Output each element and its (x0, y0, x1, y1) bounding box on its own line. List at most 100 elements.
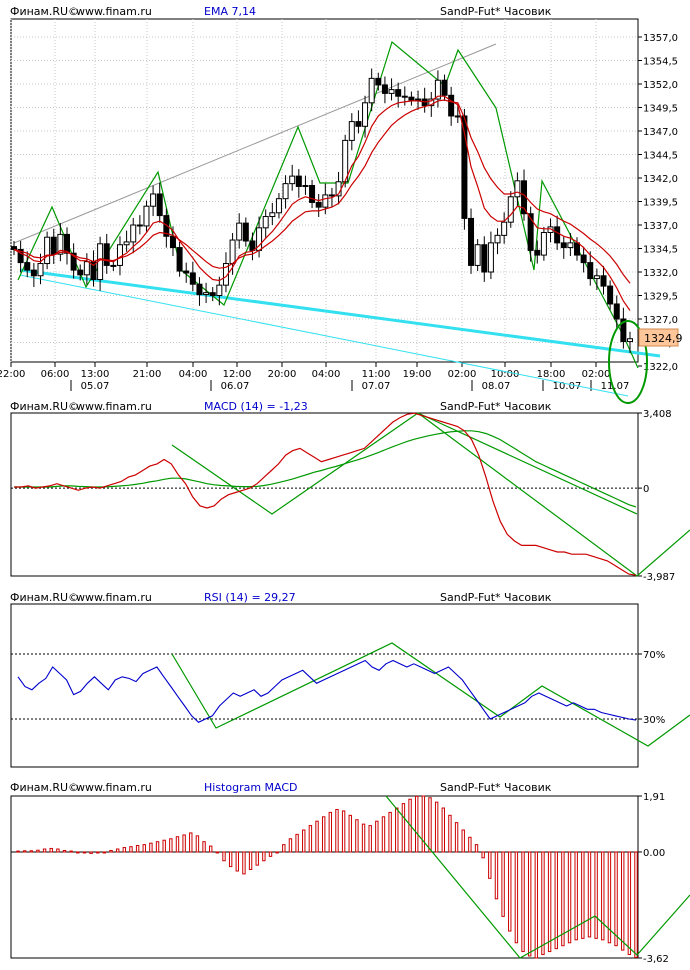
candle-body (454, 115, 461, 118)
price-gridlines (10, 19, 638, 362)
hist-bar (288, 838, 293, 853)
hist-bar (534, 851, 539, 959)
candle-body (216, 284, 223, 297)
hist-bar (129, 846, 133, 853)
hist-trend-lines (385, 795, 690, 959)
price-y-tick-label: 1322,0 (643, 362, 678, 373)
hist-bar (102, 851, 107, 854)
time-tick-label: 06:00 (41, 369, 70, 380)
price-header-site: www.finam.ru (76, 5, 152, 18)
zigzag-line (17, 40, 639, 369)
candle-body (441, 79, 448, 96)
hist-bar (49, 847, 53, 853)
hist-indicator-label: Histogram MACD (204, 781, 298, 794)
price-y-tick-label: 1332,0 (643, 268, 678, 279)
candle-body (580, 254, 587, 264)
candle-body (368, 77, 375, 104)
rsi-layer: 70% 30% (11, 642, 690, 747)
hist-bar (235, 851, 239, 872)
macd-header-brand: Финам.RU© (10, 400, 79, 413)
hist-bar (142, 844, 146, 853)
hist-bar (561, 851, 565, 947)
candle-body (534, 249, 541, 256)
time-tick-label: 11:00 (362, 369, 391, 380)
candle-body (560, 242, 567, 249)
macd-indicator-label: MACD (14) = -1,23 (204, 400, 308, 413)
hist-y-tick-label: 1,91 (643, 792, 665, 803)
hist-bar (36, 849, 40, 853)
date-tick-label: 08.07 (482, 381, 511, 392)
hist-bar (56, 848, 60, 853)
hist-bar (541, 851, 545, 955)
hist-bar (295, 833, 299, 853)
hist-bar (554, 851, 558, 950)
hist-bar (381, 816, 386, 853)
price-tag: 1324,9 (644, 332, 683, 345)
price-time-axis: 22:00 06:00 13:00 21:00 04:00 12:00 20:00 04:00… (0, 362, 629, 392)
hist-bar (115, 848, 120, 853)
hist-bar (348, 814, 352, 853)
macd-y-tick-label: 0 (643, 484, 649, 495)
macd-header-instrument: SandP-Fut* Часовик (440, 400, 552, 413)
candle-body (103, 243, 110, 266)
hist-bar (395, 807, 399, 853)
candle-body (401, 95, 408, 98)
rsi-header-instrument: SandP-Fut* Часовик (440, 591, 552, 604)
hist-bar (228, 851, 233, 868)
hist-bar (388, 811, 392, 853)
hist-bar (355, 819, 359, 853)
hist-layer: 1,91 0.00 -3,62 (11, 792, 690, 965)
hist-bar (42, 848, 47, 853)
hist-bar (634, 851, 638, 958)
hist-bar (454, 822, 459, 853)
candle-body (143, 205, 150, 227)
date-tick-label: 06.07 (221, 381, 250, 392)
rsi-panel-frame (10, 603, 639, 768)
price-y-tick-label: 1339,5 (643, 198, 678, 209)
hist-bar (182, 834, 186, 853)
hist-bar (441, 807, 445, 853)
candle-body (136, 224, 143, 227)
hist-bar (149, 842, 153, 853)
ema-slow-line (13, 99, 631, 284)
hist-bar (76, 851, 80, 854)
price-panel-frame (10, 18, 639, 363)
hist-bar (607, 851, 612, 944)
macd-trend-line-b (417, 412, 638, 515)
candle-body (150, 193, 157, 207)
candle-body (620, 318, 627, 343)
hist-bar (255, 851, 259, 866)
hist-bar (162, 839, 166, 853)
candle-body (461, 115, 468, 219)
hist-bar (308, 825, 313, 853)
candle-body (130, 224, 137, 243)
candle-body (209, 292, 216, 296)
candle-body (275, 198, 282, 214)
candle-body (600, 275, 607, 287)
candle-body (222, 263, 229, 286)
price-indicator-label: EMA 7,14 (204, 5, 256, 18)
candle-body (381, 84, 388, 94)
hist-bar (415, 795, 419, 853)
price-header-instrument: SandP-Fut* Часовик (440, 5, 552, 18)
candle-body (269, 212, 276, 218)
candle-body (169, 235, 176, 249)
time-tick-label: 13:00 (81, 369, 110, 380)
hist-bar (89, 851, 93, 854)
candles-layer (11, 68, 633, 353)
date-tick-label: 11.07 (601, 381, 630, 392)
hist-bar (195, 835, 200, 853)
candle-body (83, 261, 90, 276)
candle-body (434, 79, 441, 100)
price-y-tick-label: 1357,0 (643, 33, 678, 44)
rsi-y-tick-label: 70% (643, 650, 665, 661)
candle-body (574, 242, 581, 256)
candle-body (229, 239, 236, 265)
candle-body (627, 338, 633, 343)
hist-bar (29, 850, 33, 853)
time-tick-label: 12:00 (223, 369, 252, 380)
hist-bar (547, 851, 552, 953)
candle-body (37, 263, 44, 277)
hist-bar (189, 832, 193, 853)
time-tick-label: 04:00 (312, 369, 341, 380)
